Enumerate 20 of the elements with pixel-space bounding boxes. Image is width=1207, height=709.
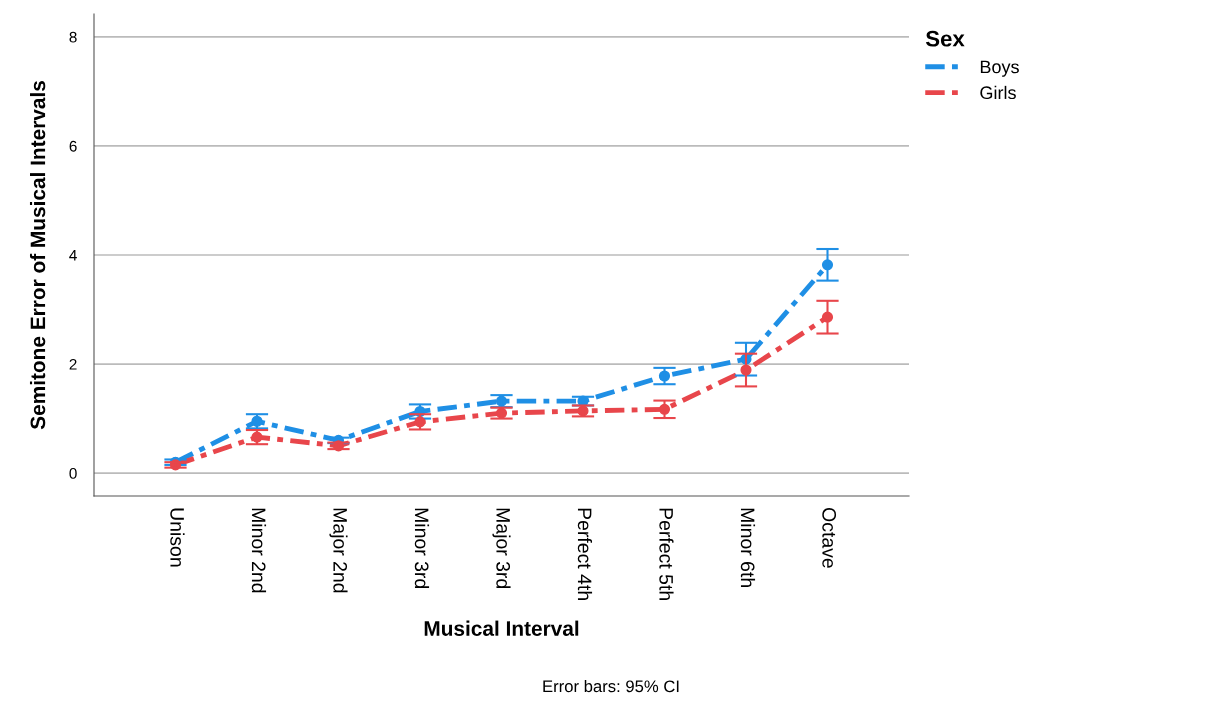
legend-label: Boys bbox=[980, 60, 1019, 77]
y-tick-label: 6 bbox=[69, 140, 77, 152]
x-axis-title: Musical Interval bbox=[424, 620, 579, 636]
y-tick-label: 4 bbox=[69, 250, 77, 261]
x-tick-label: Unison bbox=[170, 508, 185, 567]
x-tick-label: Octave bbox=[822, 508, 837, 568]
text: Error bars: 95% CI bbox=[543, 679, 679, 693]
x-tick-label: Minor 3rd bbox=[414, 508, 430, 588]
x-tick-label: Perfect 5th bbox=[659, 508, 674, 600]
y-tick-label: 8 bbox=[69, 31, 77, 43]
x-tick-label: Minor 2nd bbox=[251, 508, 267, 593]
x-tick-label: Perfect 4th bbox=[577, 508, 593, 600]
x-tick-label: Major 2nd bbox=[329, 508, 348, 593]
legend-title: Sex bbox=[925, 30, 965, 47]
legend-label: Girls bbox=[980, 85, 1016, 100]
x-tick-label: Minor 6th bbox=[740, 508, 756, 587]
y-tick-label: 2 bbox=[69, 358, 77, 370]
y-tick-label: 0 bbox=[69, 467, 77, 479]
y-axis-title: Semitone Error of Musical Intervals bbox=[29, 81, 46, 430]
x-tick-label: Major 3rd bbox=[492, 508, 511, 588]
